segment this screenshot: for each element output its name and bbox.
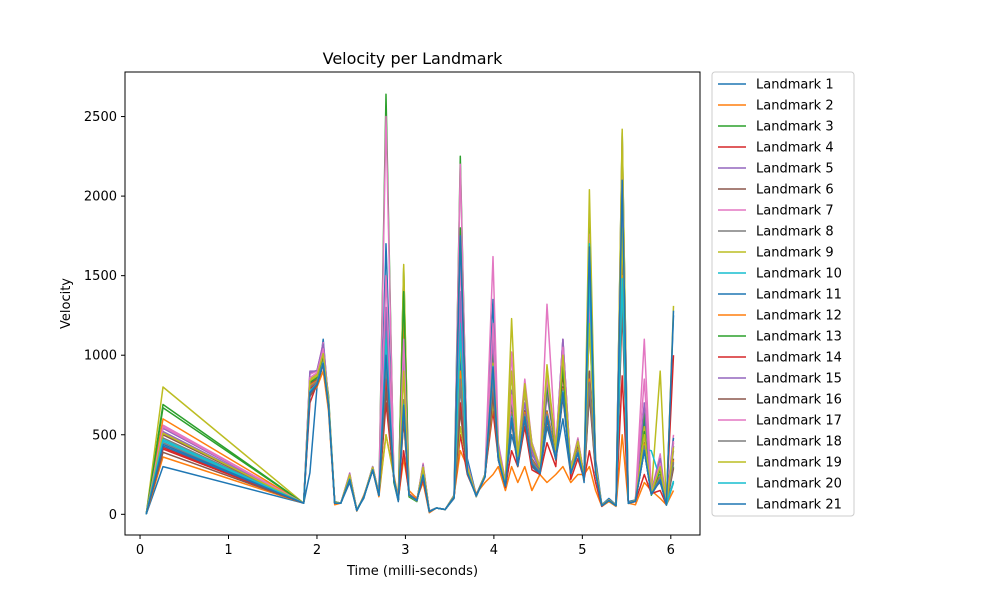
y-tick-label: 2000 (84, 190, 117, 205)
legend-label-landmark-12: Landmark 12 (756, 309, 842, 324)
legend-label-landmark-18: Landmark 18 (756, 435, 842, 450)
legend-items: Landmark 1 Landmark 2 Landmark 3 Landmark 4… (718, 78, 842, 513)
x-tick-label: 1 (224, 543, 232, 558)
x-axis-label: Time (milli-seconds) (346, 564, 478, 579)
x-tick-label: 6 (667, 543, 675, 558)
legend-label-landmark-21: Landmark 21 (756, 498, 842, 513)
legend-label-landmark-10: Landmark 10 (756, 267, 842, 282)
legend-label-landmark-13: Landmark 13 (756, 330, 842, 345)
legend-label-landmark-16: Landmark 16 (756, 393, 842, 408)
x-tick-label: 4 (490, 543, 498, 558)
x-tick-label: 2 (313, 543, 321, 558)
legend-label-landmark-5: Landmark 5 (756, 162, 834, 177)
x-tick-label: 3 (401, 543, 409, 558)
x-tick-label: 5 (578, 543, 586, 558)
legend-label-landmark-3: Landmark 3 (756, 120, 834, 135)
y-tick-label: 0 (109, 508, 117, 523)
legend-label-landmark-2: Landmark 2 (756, 99, 834, 114)
legend: Landmark 1 Landmark 2 Landmark 3 Landmark 4… (711, 71, 855, 517)
legend-label-landmark-17: Landmark 17 (756, 414, 842, 429)
plot-lines (145, 93, 675, 515)
x-tick-label: 0 (136, 543, 144, 558)
y-tick-label: 2500 (84, 110, 117, 125)
legend-label-landmark-20: Landmark 20 (756, 477, 842, 492)
legend-label-landmark-4: Landmark 4 (756, 141, 834, 156)
legend-label-landmark-9: Landmark 9 (756, 246, 834, 261)
y-tick-label: 1000 (84, 349, 117, 364)
chart-title: Velocity per Landmark (323, 49, 504, 68)
legend-label-landmark-15: Landmark 15 (756, 372, 842, 387)
legend-label-landmark-1: Landmark 1 (756, 78, 834, 93)
legend-box (711, 71, 855, 517)
y-axis: 0 500 1000 1500 2000 2500 (84, 110, 125, 523)
series-line-landmark-21 (145, 179, 675, 515)
legend-label-landmark-14: Landmark 14 (756, 351, 842, 366)
legend-label-landmark-7: Landmark 7 (756, 204, 834, 219)
y-tick-label: 500 (92, 428, 117, 443)
x-axis: 0 1 2 3 4 5 6 (136, 535, 675, 558)
y-axis-label: Velocity (59, 278, 74, 329)
plot-frame (124, 71, 701, 536)
legend-label-landmark-19: Landmark 19 (756, 456, 842, 471)
y-tick-label: 1500 (84, 269, 117, 284)
legend-label-landmark-11: Landmark 11 (756, 288, 842, 303)
legend-label-landmark-8: Landmark 8 (756, 225, 834, 240)
legend-label-landmark-6: Landmark 6 (756, 183, 834, 198)
